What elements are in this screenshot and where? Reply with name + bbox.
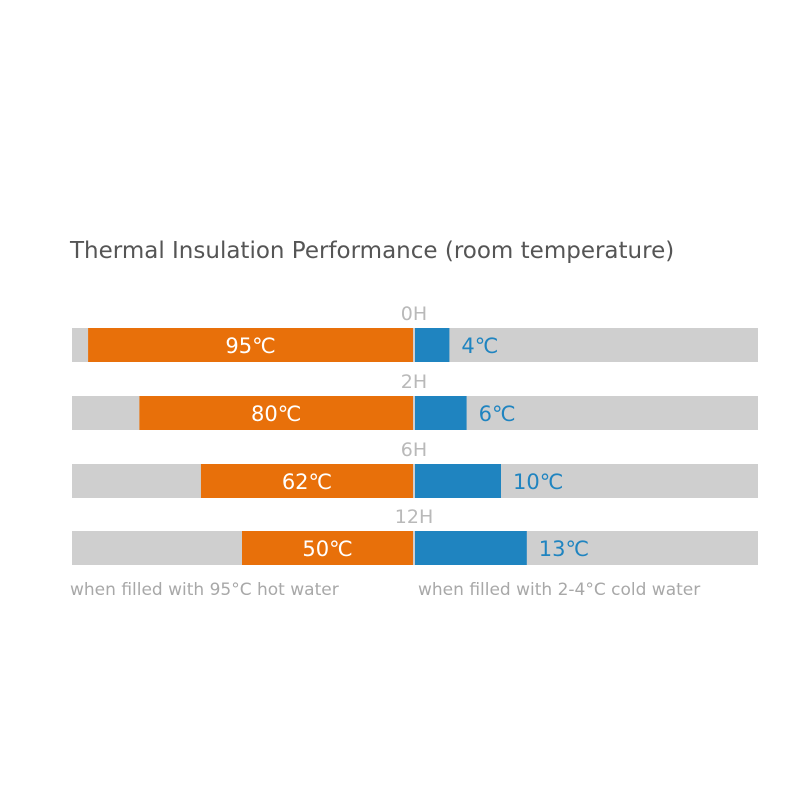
cold-value-label: 10℃ bbox=[513, 470, 563, 494]
hot-value-label: 80℃ bbox=[251, 402, 301, 426]
row-6h: 6H 62℃ 10℃ bbox=[72, 439, 758, 498]
cold-water-note: when filled with 2-4°C cold water bbox=[418, 580, 700, 600]
hot-value-label: 62℃ bbox=[282, 470, 332, 494]
time-label: 6H bbox=[401, 439, 427, 461]
hot-value-label: 50℃ bbox=[302, 537, 352, 561]
time-label: 2H bbox=[401, 371, 427, 393]
time-label: 0H bbox=[401, 303, 427, 325]
cold-value-label: 4℃ bbox=[461, 334, 498, 358]
cold-bar bbox=[415, 396, 467, 430]
row-2h: 2H 80℃ 6℃ bbox=[72, 371, 758, 430]
cold-value-label: 13℃ bbox=[539, 537, 589, 561]
chart-rows: 0H 95℃ 4℃ 2H 80℃ 6℃ 6H 62℃ 10℃ 12H 50℃ 13℃ bbox=[72, 303, 758, 565]
time-label: 12H bbox=[395, 506, 433, 528]
hot-bar bbox=[242, 531, 413, 565]
hot-value-label: 95℃ bbox=[225, 334, 275, 358]
cold-value-label: 6℃ bbox=[479, 402, 516, 426]
row-12h: 12H 50℃ 13℃ bbox=[72, 506, 758, 565]
cold-bar bbox=[415, 328, 450, 362]
chart-title: Thermal Insulation Performance (room tem… bbox=[69, 238, 674, 264]
hot-water-note: when filled with 95°C hot water bbox=[70, 580, 339, 600]
cold-bar bbox=[415, 531, 527, 565]
hot-bar bbox=[88, 328, 413, 362]
hot-bar bbox=[139, 396, 413, 430]
cold-bar bbox=[415, 464, 501, 498]
hot-bar bbox=[200, 464, 413, 498]
row-0h: 0H 95℃ 4℃ bbox=[72, 303, 758, 362]
